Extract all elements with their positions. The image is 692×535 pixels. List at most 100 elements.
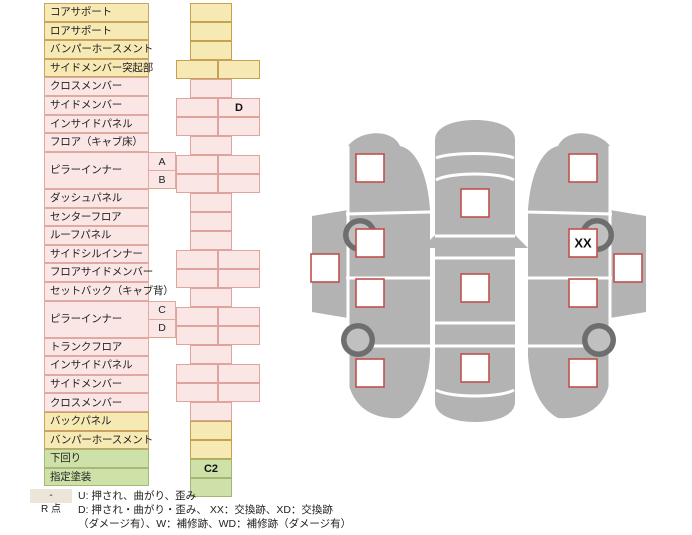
cell-lower-support[interactable] — [190, 22, 232, 41]
legend-key-dash: - — [30, 489, 72, 503]
part-name-label: バックパネル — [44, 412, 149, 431]
part-name-label: ダッシュパネル — [44, 188, 149, 208]
cell-side-member-projection-left[interactable] — [176, 60, 218, 79]
cell-bumper-reinforcement-rear[interactable] — [190, 440, 232, 459]
part-name-label: サイドメンバー — [44, 95, 149, 115]
table-row: バンパーホースメント — [44, 430, 250, 450]
table-row: フロアサイドメンバー — [44, 263, 250, 282]
part-name-label: インサイドパネル — [44, 114, 149, 134]
part-name-label: バンパーホースメント — [44, 430, 153, 450]
table-row: インサイドパネル — [44, 114, 250, 134]
cell-back-panel[interactable] — [190, 421, 232, 440]
part-name-label: ピラーインナー — [44, 151, 149, 189]
table-row: ピラーインナー A B — [44, 151, 250, 189]
marker-right-front-fender[interactable] — [568, 153, 598, 183]
part-name-label: サイドメンバー — [44, 374, 149, 394]
vehicle-diagram: XX — [300, 118, 692, 424]
table-row: インサイドパネル — [44, 356, 250, 375]
cell-inside-panel-front-left[interactable] — [176, 117, 218, 136]
cell-floor-side-member-right[interactable] — [218, 269, 260, 288]
cell-side-sill-inner-left[interactable] — [176, 250, 218, 269]
marker-top-trunk[interactable] — [460, 353, 490, 383]
table-row: ルーフパネル — [44, 226, 250, 245]
table-row: セットバック（キャブ背） — [44, 281, 250, 301]
legend: - U: 押され、曲がり、歪み R 点 D: 押され・曲がり・歪み、 XX：交換… — [30, 489, 450, 531]
marker-label: XX — [574, 236, 592, 251]
cell-dash-panel[interactable] — [190, 193, 232, 212]
marker-left-front-door[interactable] — [355, 228, 385, 258]
part-name-label: ロアサポート — [44, 21, 149, 41]
cell-side-member-rear-left[interactable] — [176, 383, 218, 402]
cell-pillar-inner-b-right[interactable] — [218, 174, 260, 193]
part-name-label: 下回り — [44, 449, 149, 468]
legend-text-continued: （ダメージ有）、W：補修跡、WD：補修跡（ダメージ有） — [78, 518, 352, 530]
cell-pillar-inner-d-right[interactable] — [218, 326, 260, 345]
cell-side-sill-inner-right[interactable] — [218, 250, 260, 269]
marker-right-rear-door[interactable] — [568, 278, 598, 308]
cell-floor-cab[interactable] — [190, 136, 232, 155]
part-name-label: サイドメンバー突起部 — [44, 58, 153, 78]
cell-cross-member-rear[interactable] — [190, 402, 232, 421]
sub-label-a: A — [149, 151, 176, 171]
marker-top-hood[interactable] — [460, 188, 490, 218]
cell-pillar-inner-a-right[interactable] — [218, 155, 260, 174]
marker-top-roof[interactable] — [460, 273, 490, 303]
part-name-label: ピラーインナー — [44, 300, 149, 338]
table-row: 下回り — [44, 449, 250, 468]
table-row: コアサポート — [44, 3, 250, 22]
cell-underbody[interactable]: C2 — [190, 459, 232, 478]
cell-side-member-front-left[interactable] — [176, 98, 218, 117]
cell-side-member-front-right[interactable]: D — [218, 98, 260, 117]
table-row: サイドメンバー突起部 — [44, 58, 250, 78]
cell-center-floor[interactable] — [190, 212, 232, 231]
marker-left-quarter[interactable] — [355, 358, 385, 388]
top-view-panel — [422, 120, 528, 422]
part-name-label: センターフロア — [44, 207, 149, 227]
cell-cross-member-front[interactable] — [190, 79, 232, 98]
part-name-label: ルーフパネル — [44, 226, 149, 245]
cell-core-support[interactable] — [190, 3, 232, 22]
part-name-label: クロスメンバー — [44, 393, 149, 413]
part-name-label: サイドシルインナー — [44, 244, 149, 264]
cell-setback-cab-rear[interactable] — [190, 288, 232, 307]
legend-key-r-point: R 点 — [41, 504, 61, 515]
wheel-right-rear — [582, 323, 616, 357]
sub-label-d: D — [149, 319, 176, 338]
marker-right-quarter[interactable] — [568, 358, 598, 388]
cell-inside-panel-rear-right[interactable] — [218, 364, 260, 383]
sub-label-c: C — [149, 300, 176, 320]
table-row: ダッシュパネル — [44, 188, 250, 208]
cell-roof-panel[interactable] — [190, 231, 232, 250]
cell-side-member-projection-right[interactable] — [218, 60, 260, 79]
legend-row-d: R 点 D: 押され・曲がり・歪み、 XX：交換跡、XD：交換跡 — [30, 503, 450, 517]
marker-left-front-fender[interactable] — [355, 153, 385, 183]
cell-inside-panel-front-right[interactable] — [218, 117, 260, 136]
cell-trunk-floor[interactable] — [190, 345, 232, 364]
legend-row-u: - U: 押され、曲がり、歪み — [30, 489, 450, 503]
marker-right-front-door[interactable]: XX — [568, 228, 598, 258]
parts-table: コアサポート ロアサポート バンパーホースメント サイドメンバー突起部 クロスメンバーサ… — [44, 3, 250, 487]
cell-floor-side-member-left[interactable] — [176, 269, 218, 288]
table-row: フロア（キャブ床） — [44, 133, 250, 152]
part-name-label: インサイドパネル — [44, 356, 149, 375]
legend-text-d: D: 押され・曲がり・歪み、 XX：交換跡、XD：交換跡 — [78, 504, 333, 516]
part-name-label: フロアサイドメンバー — [44, 263, 153, 282]
marker-left-mirror[interactable] — [310, 253, 340, 283]
cell-pillar-inner-c-left[interactable] — [176, 307, 218, 326]
cell-side-member-rear-right[interactable] — [218, 383, 260, 402]
cell-designated-paint[interactable] — [190, 478, 232, 497]
table-row: センターフロア — [44, 207, 250, 227]
cell-bumper-reinforcement-front[interactable] — [190, 41, 232, 60]
table-row: サイドメンバー — [44, 374, 250, 394]
table-row: バンパーホースメント — [44, 40, 250, 59]
cell-pillar-inner-c-right[interactable] — [218, 307, 260, 326]
part-name-label: バンパーホースメント — [44, 40, 153, 59]
cell-pillar-inner-d-left[interactable] — [176, 326, 218, 345]
marker-left-rear-door[interactable] — [355, 278, 385, 308]
marker-right-mirror[interactable] — [613, 253, 643, 283]
cell-inside-panel-rear-left[interactable] — [176, 364, 218, 383]
cell-pillar-inner-b-left[interactable] — [176, 174, 218, 193]
cell-pillar-inner-a-left[interactable] — [176, 155, 218, 174]
